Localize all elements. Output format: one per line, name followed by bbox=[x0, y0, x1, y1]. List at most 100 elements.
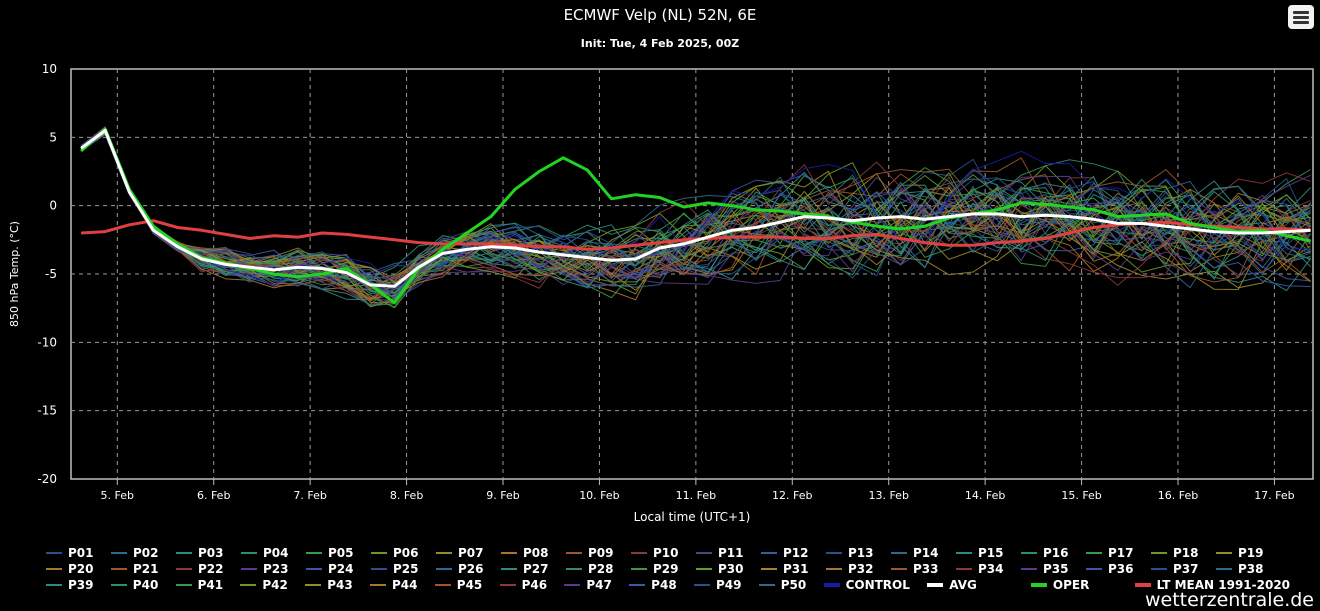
legend-label: P28 bbox=[588, 562, 614, 576]
legend-label: P37 bbox=[1173, 562, 1199, 576]
legend-swatch bbox=[369, 584, 386, 586]
legend-item[interactable]: P44 bbox=[364, 577, 429, 593]
legend-swatch bbox=[46, 568, 62, 570]
legend-item[interactable]: P17 bbox=[1080, 545, 1145, 561]
legend-item[interactable]: P47 bbox=[558, 577, 623, 593]
legend-swatch bbox=[436, 568, 452, 570]
legend-item[interactable]: P20 bbox=[40, 561, 105, 577]
legend-item[interactable]: P49 bbox=[688, 577, 753, 593]
legend-label: P43 bbox=[327, 578, 353, 592]
legend-item[interactable]: P14 bbox=[885, 545, 950, 561]
legend-label: CONTROL bbox=[845, 578, 910, 592]
legend-item[interactable]: P03 bbox=[170, 545, 235, 561]
legend-item[interactable]: P11 bbox=[690, 545, 755, 561]
legend-label: AVG bbox=[949, 578, 977, 592]
chart-title: ECMWF Velp (NL) 52N, 6E bbox=[563, 6, 757, 24]
y-axis-label: 850 hPa Temp. (°C) bbox=[8, 221, 21, 327]
legend-item[interactable]: P27 bbox=[495, 561, 560, 577]
legend-item[interactable]: P40 bbox=[105, 577, 170, 593]
legend-item[interactable]: P46 bbox=[494, 577, 559, 593]
legend-swatch bbox=[1086, 552, 1102, 554]
legend-item[interactable]: P18 bbox=[1145, 545, 1210, 561]
legend-swatch bbox=[693, 584, 710, 586]
chart-menu-button[interactable] bbox=[1288, 5, 1314, 29]
x-tick-label: 13. Feb bbox=[868, 489, 908, 502]
legend-item[interactable]: P30 bbox=[690, 561, 755, 577]
legend-item[interactable]: P22 bbox=[170, 561, 235, 577]
legend-item[interactable]: P35 bbox=[1015, 561, 1080, 577]
legend-item[interactable]: P16 bbox=[1015, 545, 1080, 561]
legend-item[interactable]: P50 bbox=[753, 577, 818, 593]
legend: P01 P02 P03 P04 P05 P06 P07 P08 P09 P10 P11 P12 P13 P… bbox=[40, 545, 1310, 593]
legend-item[interactable]: CONTROL bbox=[818, 577, 922, 593]
legend-item[interactable]: P01 bbox=[40, 545, 105, 561]
legend-label: P33 bbox=[913, 562, 939, 576]
legend-item[interactable]: P39 bbox=[40, 577, 105, 593]
legend-item[interactable]: P15 bbox=[950, 545, 1015, 561]
legend-item[interactable]: P41 bbox=[170, 577, 235, 593]
ensemble-line bbox=[80, 128, 1311, 289]
legend-item[interactable]: P07 bbox=[430, 545, 495, 561]
legend-item[interactable]: P19 bbox=[1210, 545, 1275, 561]
ensemble-line bbox=[80, 126, 1312, 288]
y-tick-label: 0 bbox=[49, 199, 57, 213]
legend-swatch bbox=[305, 584, 322, 586]
legend-item[interactable]: P06 bbox=[365, 545, 430, 561]
y-axis-ticks: 10 5 0 -5 -10 -15 -20 bbox=[37, 62, 57, 486]
legend-label: P23 bbox=[263, 562, 289, 576]
x-tick-label: 12. Feb bbox=[772, 489, 812, 502]
legend-item[interactable]: P29 bbox=[625, 561, 690, 577]
ensemble-line bbox=[80, 128, 1311, 291]
legend-item[interactable]: P36 bbox=[1080, 561, 1145, 577]
legend-item[interactable]: P26 bbox=[430, 561, 495, 577]
legend-item[interactable]: P42 bbox=[234, 577, 299, 593]
legend-item[interactable]: P37 bbox=[1145, 561, 1210, 577]
legend-item[interactable]: P45 bbox=[429, 577, 494, 593]
legend-item[interactable]: OPER bbox=[1025, 577, 1129, 593]
legend-swatch bbox=[696, 552, 712, 554]
legend-label: P29 bbox=[653, 562, 679, 576]
legend-swatch bbox=[956, 552, 972, 554]
legend-swatch bbox=[111, 552, 127, 554]
legend-row: P20 P21 P22 P23 P24 P25 P26 P27 P28 P29 P30 P31 P32 P… bbox=[40, 561, 1310, 577]
legend-label: P26 bbox=[458, 562, 484, 576]
series-oper bbox=[80, 127, 1311, 305]
legend-label: P06 bbox=[393, 546, 419, 560]
legend-item[interactable]: P28 bbox=[560, 561, 625, 577]
legend-swatch bbox=[891, 568, 907, 570]
legend-label: OPER bbox=[1052, 578, 1090, 592]
legend-item[interactable]: P34 bbox=[950, 561, 1015, 577]
legend-item[interactable]: P05 bbox=[300, 545, 365, 561]
legend-item[interactable]: P23 bbox=[235, 561, 300, 577]
legend-label: P48 bbox=[651, 578, 677, 592]
legend-item[interactable]: P04 bbox=[235, 545, 300, 561]
legend-item[interactable]: P33 bbox=[885, 561, 950, 577]
legend-swatch bbox=[629, 584, 646, 586]
ensemble-line bbox=[80, 130, 1311, 291]
ensemble-line bbox=[80, 129, 1311, 307]
legend-item[interactable]: AVG bbox=[921, 577, 1025, 593]
legend-item[interactable]: P13 bbox=[820, 545, 885, 561]
legend-item[interactable]: P32 bbox=[820, 561, 885, 577]
legend-item[interactable]: P21 bbox=[105, 561, 170, 577]
legend-item[interactable]: P12 bbox=[755, 545, 820, 561]
y-tick-label: -10 bbox=[37, 335, 57, 349]
legend-swatch bbox=[499, 584, 516, 586]
legend-item[interactable]: P10 bbox=[625, 545, 690, 561]
legend-swatch bbox=[1030, 583, 1047, 587]
x-tick-label: 7. Feb bbox=[293, 489, 326, 502]
legend-item[interactable]: P31 bbox=[755, 561, 820, 577]
legend-item[interactable]: P48 bbox=[623, 577, 688, 593]
legend-item[interactable]: P38 bbox=[1210, 561, 1275, 577]
legend-item[interactable]: P25 bbox=[365, 561, 430, 577]
legend-swatch bbox=[436, 552, 452, 554]
legend-item[interactable]: P24 bbox=[300, 561, 365, 577]
legend-swatch bbox=[1151, 552, 1167, 554]
legend-item[interactable]: P08 bbox=[495, 545, 560, 561]
legend-item[interactable]: P43 bbox=[299, 577, 364, 593]
legend-swatch bbox=[564, 584, 581, 586]
legend-swatch bbox=[111, 568, 127, 570]
legend-item[interactable]: P09 bbox=[560, 545, 625, 561]
legend-item[interactable]: LT MEAN 1991-2020 bbox=[1129, 577, 1290, 593]
legend-item[interactable]: P02 bbox=[105, 545, 170, 561]
